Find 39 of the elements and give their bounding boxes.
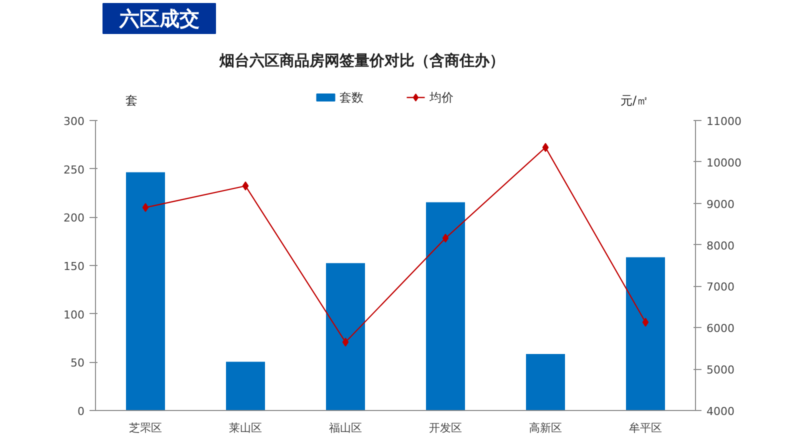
legend-label: 均价: [428, 90, 454, 104]
y2-tick-label: 11000: [706, 115, 742, 128]
point: [142, 203, 149, 212]
point: [542, 142, 549, 152]
x-tick-label: 莱山区: [229, 422, 262, 434]
y-tick-label: 250: [64, 163, 85, 176]
x-tick-label: 芝罘区: [129, 422, 162, 434]
legend-label: 套数: [339, 90, 364, 104]
y-tick-label: 300: [64, 115, 85, 128]
x-tick-label: 福山区: [329, 422, 362, 434]
bar: [125, 171, 166, 410]
y-tick-label: 50: [70, 356, 85, 370]
point: [342, 338, 349, 347]
x-tick-label: 牟平区: [629, 422, 662, 434]
text: 六区成交: [118, 6, 200, 30]
bar: [525, 352, 566, 410]
y-tick-label: 150: [64, 260, 85, 273]
bar: [425, 201, 466, 410]
point: [442, 234, 449, 243]
y2-tick-label: 5000: [706, 364, 734, 377]
y-axis-title: 套: [126, 94, 138, 108]
y-tick-label: 100: [64, 308, 85, 322]
y2-tick-label: 10000: [706, 156, 742, 170]
x-tick-label: 开发区: [429, 422, 462, 434]
y2-tick-label: 7000: [706, 280, 734, 294]
y2-axis-title: 元/㎡: [620, 94, 649, 108]
bar: [225, 360, 266, 410]
chart-title: 烟台六区商品房网签量价对比（含商住办）: [218, 52, 504, 70]
y-tick-label: 200: [64, 212, 85, 225]
point: [242, 181, 249, 190]
y2-tick-label: 8000: [706, 239, 734, 252]
point: [642, 318, 649, 327]
y-tick-label: 0: [78, 405, 84, 418]
y2-tick-label: 4000: [706, 405, 734, 418]
bar: [625, 256, 666, 410]
y2-tick-label: 6000: [706, 322, 734, 336]
y2-tick-label: 9000: [706, 198, 734, 211]
bar: [325, 262, 366, 410]
x-tick-label: 高新区: [529, 422, 562, 434]
